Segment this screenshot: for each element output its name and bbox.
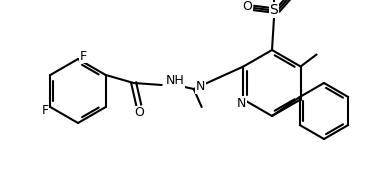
Text: N: N xyxy=(196,80,205,93)
Text: S: S xyxy=(269,3,278,17)
Text: F: F xyxy=(42,104,49,117)
Text: O: O xyxy=(242,0,252,12)
Text: N: N xyxy=(237,97,246,110)
Text: O: O xyxy=(134,106,144,120)
Text: NH: NH xyxy=(166,74,184,87)
Text: O: O xyxy=(294,0,304,1)
Text: F: F xyxy=(80,49,87,62)
